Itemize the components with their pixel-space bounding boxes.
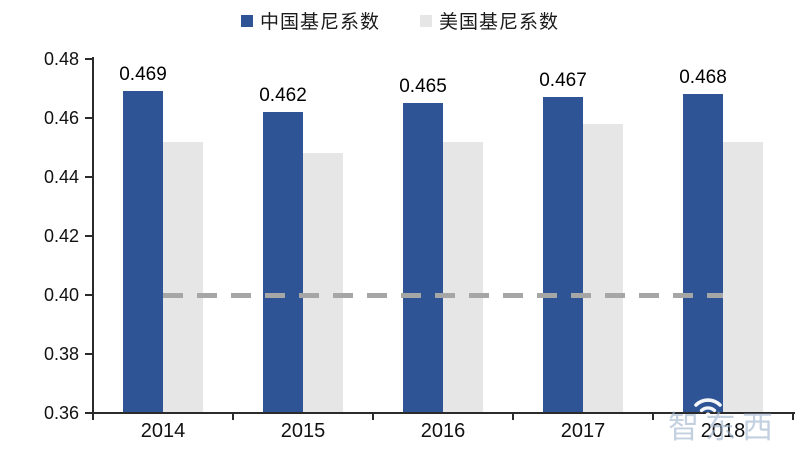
legend-swatch-china [240,14,253,27]
x-axis-tick [92,414,94,420]
x-axis-line [92,412,795,414]
y-axis-tick [85,235,92,237]
y-tick-label: 0.36 [43,403,79,423]
bar-china-2017 [543,97,583,412]
reference-dashed-line [163,292,723,298]
legend-item-china: 中国基尼系数 [240,7,380,34]
x-tick-label: 2015 [280,420,326,442]
y-tick-label: 0.48 [43,49,79,69]
bar-usa-2014 [163,141,203,412]
bar-usa-2015 [303,153,343,412]
legend-item-usa: 美国基尼系数 [420,7,559,34]
legend-swatch-usa [420,14,432,27]
y-axis-tick [85,58,92,60]
x-axis-tick [652,414,654,420]
legend-label-china: 中国基尼系数 [259,11,380,33]
bar-china-2015 [263,112,303,412]
y-axis-tick [85,117,92,119]
y-axis-tick [85,176,92,178]
bar-value-label: 0.468 [679,67,727,89]
y-axis-tick [85,353,92,355]
x-axis-tick [372,414,374,420]
x-axis-tick [232,414,234,420]
x-axis-tick [792,414,794,420]
x-tick-label: 2017 [560,420,606,442]
y-axis-line [92,57,94,414]
y-tick-label: 0.46 [43,108,79,128]
bar-usa-2016 [443,141,483,412]
bar-china-2018 [683,94,723,412]
y-axis-tick [85,294,92,296]
bar-value-label: 0.469 [119,64,167,86]
x-axis-tick [512,414,514,420]
y-tick-label: 0.44 [43,167,79,187]
bar-usa-2017 [583,123,623,412]
bar-usa-2018 [723,141,763,412]
bar-value-label: 0.462 [259,85,307,107]
bar-value-label: 0.465 [399,76,447,98]
x-tick-label: 2014 [140,420,186,442]
bar-value-label: 0.467 [539,70,587,92]
bar-china-2014 [123,91,163,412]
legend: 中国基尼系数 美国基尼系数 [0,7,800,34]
x-tick-label: 2016 [420,420,466,442]
legend-label-usa: 美国基尼系数 [439,11,560,33]
y-axis-tick [85,412,92,414]
y-tick-label: 0.40 [43,285,79,305]
y-tick-label: 0.42 [43,226,79,246]
y-tick-label: 0.38 [43,344,79,364]
bar-china-2016 [403,103,443,412]
x-tick-label: 2018 [700,420,746,442]
